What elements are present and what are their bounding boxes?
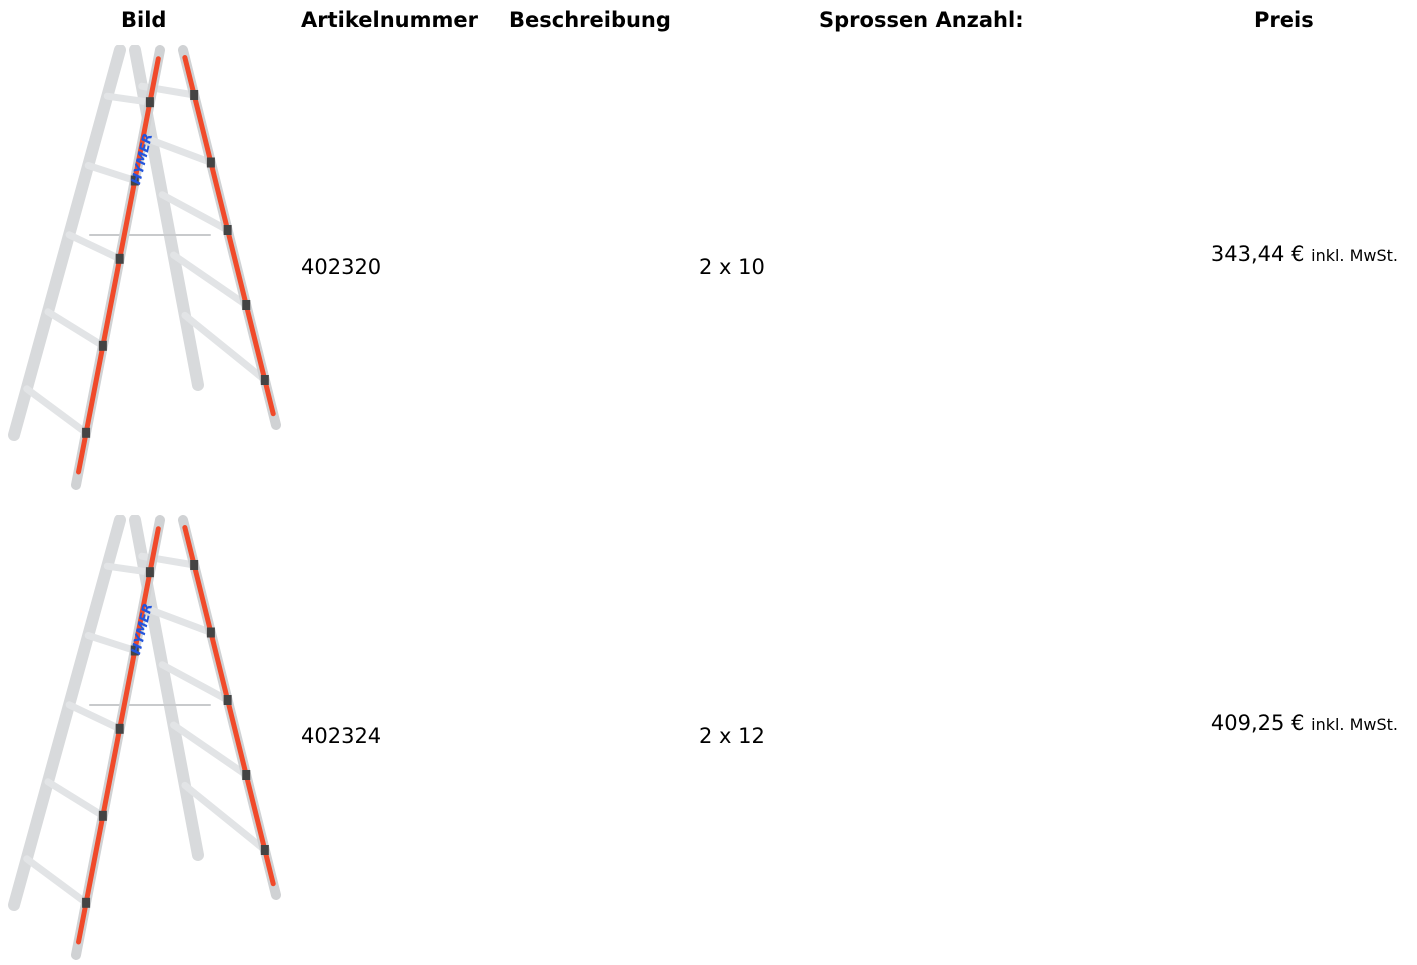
rung-clip [130,175,139,186]
rung-clip [260,375,269,385]
ladder-part [181,311,269,384]
rung-clip [82,427,91,438]
rung-clip [115,723,124,734]
ladder-part [23,385,90,437]
ladder-part [84,162,139,184]
column-header: Artikelnummer [301,8,478,32]
ladder-part [23,855,90,907]
rung-clip [145,567,154,578]
rung-clip [115,253,124,264]
ladder-part [44,308,107,350]
rung-clip [242,770,251,780]
rung-clip [223,225,232,235]
rung-clip [206,627,215,638]
ladder-part [84,632,139,654]
rung-clip [98,340,107,351]
ladder-part [103,562,154,576]
rung-clip [190,90,199,100]
article-number: 402320 [301,255,382,279]
ladder-part [170,721,250,779]
tax-note: inkl. MwSt. [1311,715,1398,734]
ladder-part [182,525,276,887]
rung-count: 2 x 10 [699,255,765,279]
rung-clip [130,645,139,656]
rung-count: 2 x 12 [699,724,765,748]
rung-clip [223,695,232,705]
ladder-part [148,136,215,166]
ladder-part [182,55,276,417]
rung-clip [260,845,269,855]
price-cell: 343,44 € inkl. MwSt. [1211,242,1398,266]
ladder-part [65,231,124,263]
column-header: Preis [1254,8,1314,32]
ladder-part [8,45,126,441]
rung-clip [82,897,91,908]
rung-clip [242,300,251,310]
rung-clip [206,157,215,168]
rung-clip [190,560,199,570]
ladder-part [8,515,126,911]
rung-clip [98,810,107,821]
rung-clip [145,97,154,108]
ladder-part [44,778,107,820]
ladder-part [170,251,250,309]
product-image: HYMER [8,45,281,490]
product-image: HYMER [8,515,281,960]
price-cell: 409,25 € inkl. MwSt. [1211,711,1398,735]
ladder-part [103,92,154,106]
ladder-part [181,781,269,854]
ladder-part [76,56,161,475]
ladder-part [65,701,124,733]
ladder-part [158,191,232,234]
price: 343,44 € [1210,242,1305,266]
ladder-part [148,606,215,636]
ladder-part [76,526,161,945]
article-number: 402324 [301,724,382,748]
ladder-part [158,661,232,704]
tax-note: inkl. MwSt. [1311,246,1398,265]
column-header: Sprossen Anzahl: [819,8,1024,32]
price: 409,25 € [1210,711,1305,735]
column-header: Beschreibung [509,8,671,32]
column-header: Bild [121,8,167,32]
